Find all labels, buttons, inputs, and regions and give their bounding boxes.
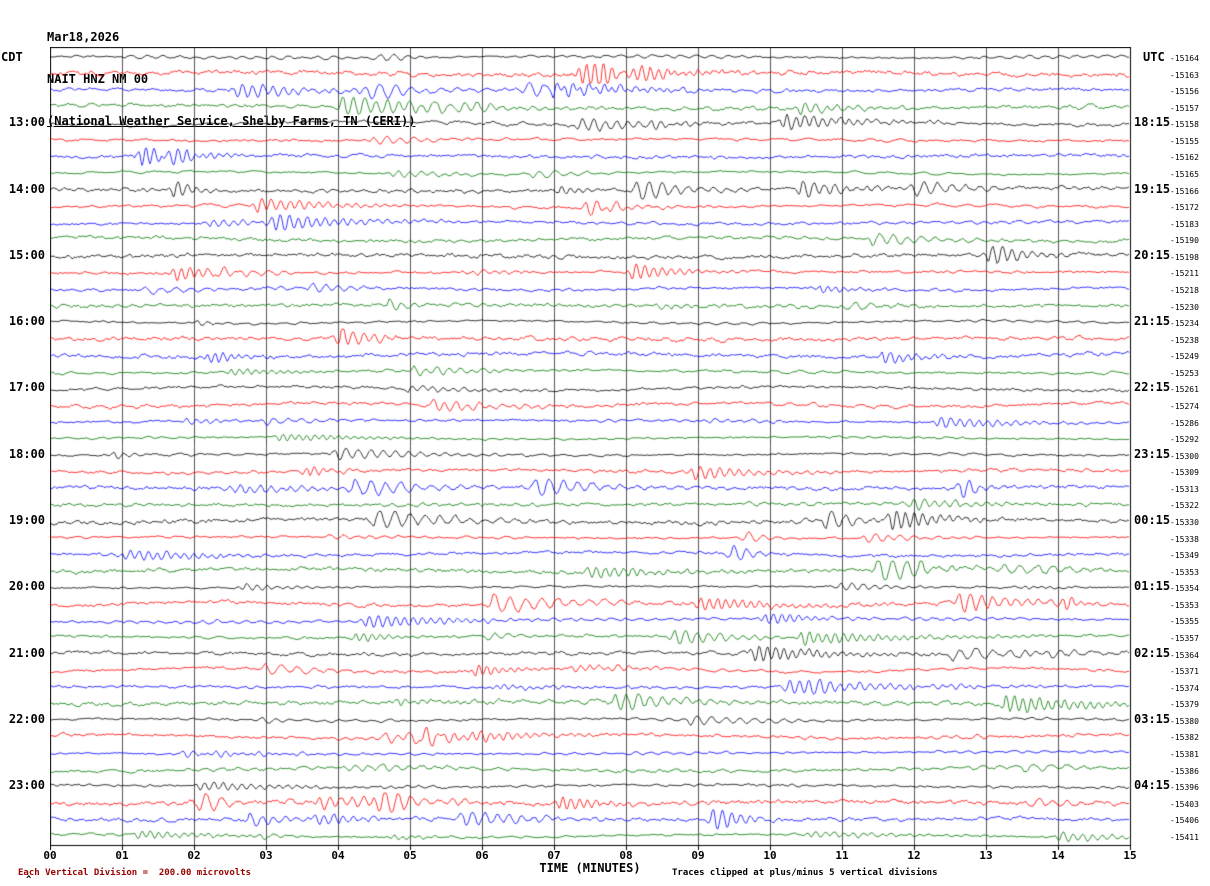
- trace-offset-value: -15309: [1170, 468, 1199, 478]
- trace-offset-value: -15322: [1170, 501, 1199, 511]
- trace-offset-value: -15158: [1170, 120, 1199, 130]
- hour-label-left: 22:00: [8, 711, 45, 726]
- trace-offset-value: -15379: [1170, 700, 1199, 710]
- trace-offset-value: -15230: [1170, 302, 1199, 312]
- trace-offset-value: -15190: [1170, 236, 1199, 246]
- trace-offset-value: -15355: [1170, 617, 1199, 627]
- hour-label-right: 00:15: [1134, 512, 1171, 527]
- trace-offset-value: -15403: [1170, 799, 1199, 809]
- x-tick-label: 05: [403, 849, 417, 862]
- trace-offset-value: -15380: [1170, 716, 1199, 726]
- trace-offset-value: -15300: [1170, 451, 1199, 461]
- hour-label-left: 19:00: [8, 512, 45, 527]
- trace-offset-value: -15261: [1170, 385, 1199, 395]
- trace-offset-value: -15349: [1170, 551, 1199, 561]
- trace-offset-value: -15286: [1170, 418, 1199, 428]
- hour-label-right: 20:15: [1134, 247, 1171, 262]
- trace-offset-value: -15292: [1170, 435, 1199, 445]
- trace-offset-value: -15198: [1170, 252, 1199, 262]
- trace-offset-value: -15249: [1170, 352, 1199, 362]
- trace-offset-value: -15354: [1170, 584, 1199, 594]
- hour-label-right: 03:15: [1134, 711, 1171, 726]
- trace-offset-value: -15183: [1170, 219, 1199, 229]
- trace-offset-value: -15172: [1170, 203, 1199, 213]
- x-tick-label: 13: [979, 849, 993, 862]
- trace-offset-value: -15157: [1170, 103, 1199, 113]
- trace-offset-value: -15353: [1170, 600, 1199, 610]
- trace-offset-value: -15165: [1170, 169, 1199, 179]
- trace-offset-value: -15357: [1170, 633, 1199, 643]
- hour-label-right: 22:15: [1134, 380, 1171, 395]
- trace-offset-value: -15253: [1170, 368, 1199, 378]
- hour-label-right: 19:15: [1134, 181, 1171, 196]
- trace-offset-value: -15386: [1170, 766, 1199, 776]
- trace-offset-value: -15274: [1170, 401, 1199, 411]
- trace-offset-value: -15406: [1170, 816, 1199, 826]
- x-tick-label: 03: [259, 849, 273, 862]
- x-tick-label: 06: [475, 849, 489, 862]
- hour-label-left: 15:00: [8, 247, 45, 262]
- x-tick-label: 12: [907, 849, 921, 862]
- trace-offset-value: -15234: [1170, 319, 1199, 329]
- trace-offset-value: -15164: [1170, 54, 1199, 63]
- trace-offset-value: -15238: [1170, 335, 1199, 345]
- x-tick-label: 02: [187, 849, 201, 862]
- hour-label-right: 21:15: [1134, 314, 1171, 329]
- x-tick-label: 08: [619, 849, 633, 862]
- hour-label-right: 04:15: [1134, 778, 1171, 793]
- hour-label-left: 14:00: [8, 181, 45, 196]
- hour-label-left: 18:00: [8, 446, 45, 461]
- seismogram-plot-canvas: [50, 47, 1132, 851]
- trace-offset-value: -15166: [1170, 186, 1199, 196]
- x-tick-label: 01: [115, 849, 129, 862]
- trace-offset-value: -15338: [1170, 534, 1199, 544]
- x-tick-label: 00: [43, 849, 57, 862]
- x-tick-label: 11: [835, 849, 849, 862]
- trace-offset-value: -15330: [1170, 517, 1199, 527]
- hour-label-left: 16:00: [8, 314, 45, 329]
- hour-label-right: 18:15: [1134, 115, 1171, 130]
- trace-offset-value: -15371: [1170, 667, 1199, 677]
- left-timezone-label: CDT: [1, 50, 23, 64]
- hour-label-right: 02:15: [1134, 645, 1171, 660]
- hour-label-left: 23:00: [8, 778, 45, 793]
- trace-offset-value: -15382: [1170, 733, 1199, 743]
- hour-label-left: 21:00: [8, 645, 45, 660]
- corner-caret-mark: ^: [26, 875, 32, 885]
- footer-clip-note: Traces clipped at plus/minus 5 vertical …: [672, 868, 938, 878]
- trace-offset-value: -15411: [1170, 832, 1199, 842]
- trace-offset-value: -15156: [1170, 87, 1199, 97]
- hour-label-left: 20:00: [8, 579, 45, 594]
- trace-offset-value: -15163: [1170, 70, 1199, 80]
- x-tick-label: 14: [1051, 849, 1065, 862]
- trace-offset-value: -15364: [1170, 650, 1199, 660]
- hour-label-left: 17:00: [8, 380, 45, 395]
- x-axis-label: TIME (MINUTES): [539, 861, 641, 875]
- hour-label-right: 23:15: [1134, 446, 1171, 461]
- trace-offset-value: -15211: [1170, 269, 1199, 279]
- hour-label-right: 01:15: [1134, 579, 1171, 594]
- x-tick-label: 10: [763, 849, 777, 862]
- x-tick-label: 09: [691, 849, 705, 862]
- x-tick-label: 15: [1123, 849, 1137, 862]
- hour-label-left: 13:00: [8, 115, 45, 130]
- header-date: Mar18,2026: [47, 30, 120, 44]
- trace-offset-value: -15218: [1170, 285, 1199, 295]
- right-timezone-label: UTC: [1143, 50, 1165, 64]
- x-tick-label: 04: [331, 849, 345, 862]
- trace-offset-value: -15353: [1170, 567, 1199, 577]
- x-tick-label: 07: [547, 849, 561, 862]
- trace-offset-value: -15162: [1170, 153, 1199, 163]
- trace-offset-value: -15313: [1170, 484, 1199, 494]
- footer-scale-note: Each Vertical Division = 200.00 microvol…: [18, 868, 251, 878]
- trace-offset-value: -15381: [1170, 749, 1199, 759]
- trace-offset-value: -15374: [1170, 683, 1199, 693]
- trace-offset-value: -15155: [1170, 136, 1199, 146]
- trace-offset-value: -15396: [1170, 783, 1199, 793]
